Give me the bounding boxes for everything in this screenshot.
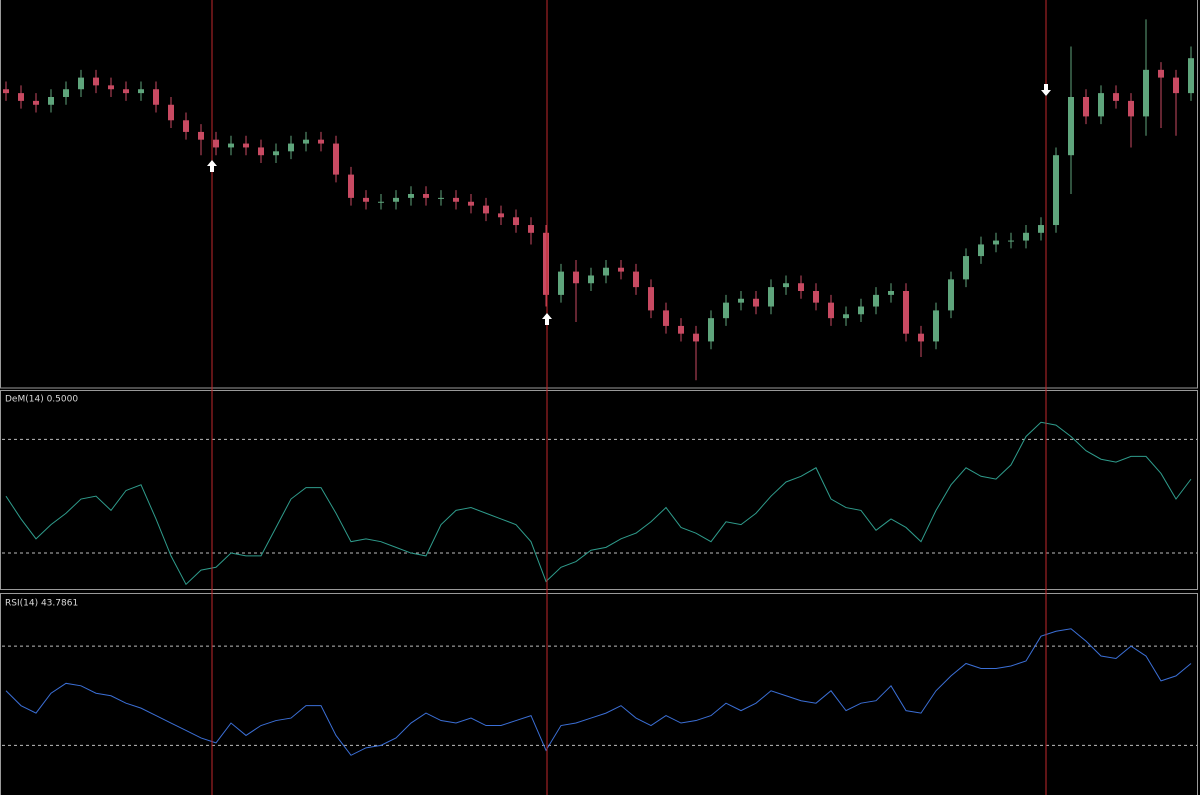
candle-body	[453, 197, 459, 202]
candle-body	[33, 100, 39, 105]
candle-body	[168, 104, 174, 121]
candle-body	[63, 89, 69, 97]
indicator-line	[5, 628, 1192, 756]
candle-body	[948, 279, 954, 311]
candle-body	[978, 244, 984, 257]
candle-body	[438, 197, 444, 199]
candle-body	[843, 314, 849, 319]
candle-body	[873, 294, 879, 307]
candle-body	[408, 194, 414, 198]
candle-body	[318, 139, 324, 144]
candle-body	[663, 310, 669, 326]
candle-body	[393, 197, 399, 202]
candle-body	[1053, 155, 1059, 226]
dem-panel	[0, 390, 1198, 590]
candle-body	[933, 310, 939, 342]
candle-body	[18, 93, 24, 101]
candle-body	[423, 194, 429, 198]
candle-body	[993, 240, 999, 245]
candle-body	[648, 287, 654, 311]
candle-body	[543, 232, 549, 295]
candle-body	[588, 275, 594, 284]
candle-body	[378, 201, 384, 203]
candle-body	[738, 298, 744, 303]
candle-body	[1083, 97, 1089, 117]
rsi-panel	[0, 593, 1198, 795]
candle-body	[1128, 100, 1134, 117]
candle-body	[498, 213, 504, 218]
candle-body	[828, 302, 834, 319]
candle-body	[783, 283, 789, 288]
marks	[2, 19, 1197, 756]
candle-body	[243, 143, 249, 148]
candle-body	[153, 89, 159, 105]
candle-body	[1008, 240, 1014, 242]
candle-body	[228, 143, 234, 148]
candle-body	[1158, 69, 1164, 78]
candle-body	[558, 271, 564, 295]
candle-body	[903, 291, 909, 334]
candle-body	[528, 225, 534, 233]
candle-body	[1023, 232, 1029, 241]
candle-body	[183, 120, 189, 132]
sell-arrow	[1041, 84, 1051, 96]
candle-body	[963, 256, 969, 280]
candle-body	[693, 333, 699, 342]
candle-body	[1098, 93, 1104, 117]
buy-arrow	[542, 313, 552, 325]
candle-body	[678, 325, 684, 334]
candle-body	[918, 333, 924, 342]
buy-arrow	[207, 160, 217, 172]
candle-body	[1113, 93, 1119, 101]
candle-body	[138, 89, 144, 94]
indicator-line	[5, 421, 1192, 586]
candle-body	[723, 302, 729, 319]
candle-body	[303, 139, 309, 144]
candle-body	[603, 267, 609, 276]
candle-body	[483, 205, 489, 214]
candle-body	[48, 97, 54, 105]
indicator-label: DeM(14) 0.5000	[5, 395, 78, 405]
candle-body	[1068, 97, 1074, 156]
candle-body	[123, 89, 129, 94]
candle-body	[573, 271, 579, 284]
candle-body	[1038, 225, 1044, 233]
candle-body	[1188, 58, 1194, 94]
candle-body	[198, 131, 204, 140]
candle-body	[1173, 77, 1179, 94]
candle-body	[78, 77, 84, 90]
candle-body	[633, 271, 639, 288]
candle-body	[333, 143, 339, 175]
candle-body	[768, 287, 774, 307]
candle-body	[93, 77, 99, 86]
candle-body	[273, 151, 279, 156]
candle-body	[618, 267, 624, 272]
candle-body	[468, 201, 474, 206]
candle-body	[813, 291, 819, 303]
candle-body	[213, 139, 219, 148]
price-panel	[0, 0, 1198, 389]
candle-body	[3, 89, 9, 94]
candle-body	[288, 143, 294, 152]
candle-body	[858, 306, 864, 315]
candle-body	[888, 291, 894, 295]
candle-body	[513, 217, 519, 226]
candle-body	[108, 85, 114, 90]
candle-body	[708, 318, 714, 342]
indicator-label: RSI(14) 43.7861	[5, 599, 78, 609]
candle-body	[363, 197, 369, 202]
candle-body	[348, 174, 354, 198]
candle-body	[258, 147, 264, 156]
candle-body	[1143, 69, 1149, 117]
candle-body	[753, 298, 759, 307]
candle-body	[798, 283, 804, 291]
